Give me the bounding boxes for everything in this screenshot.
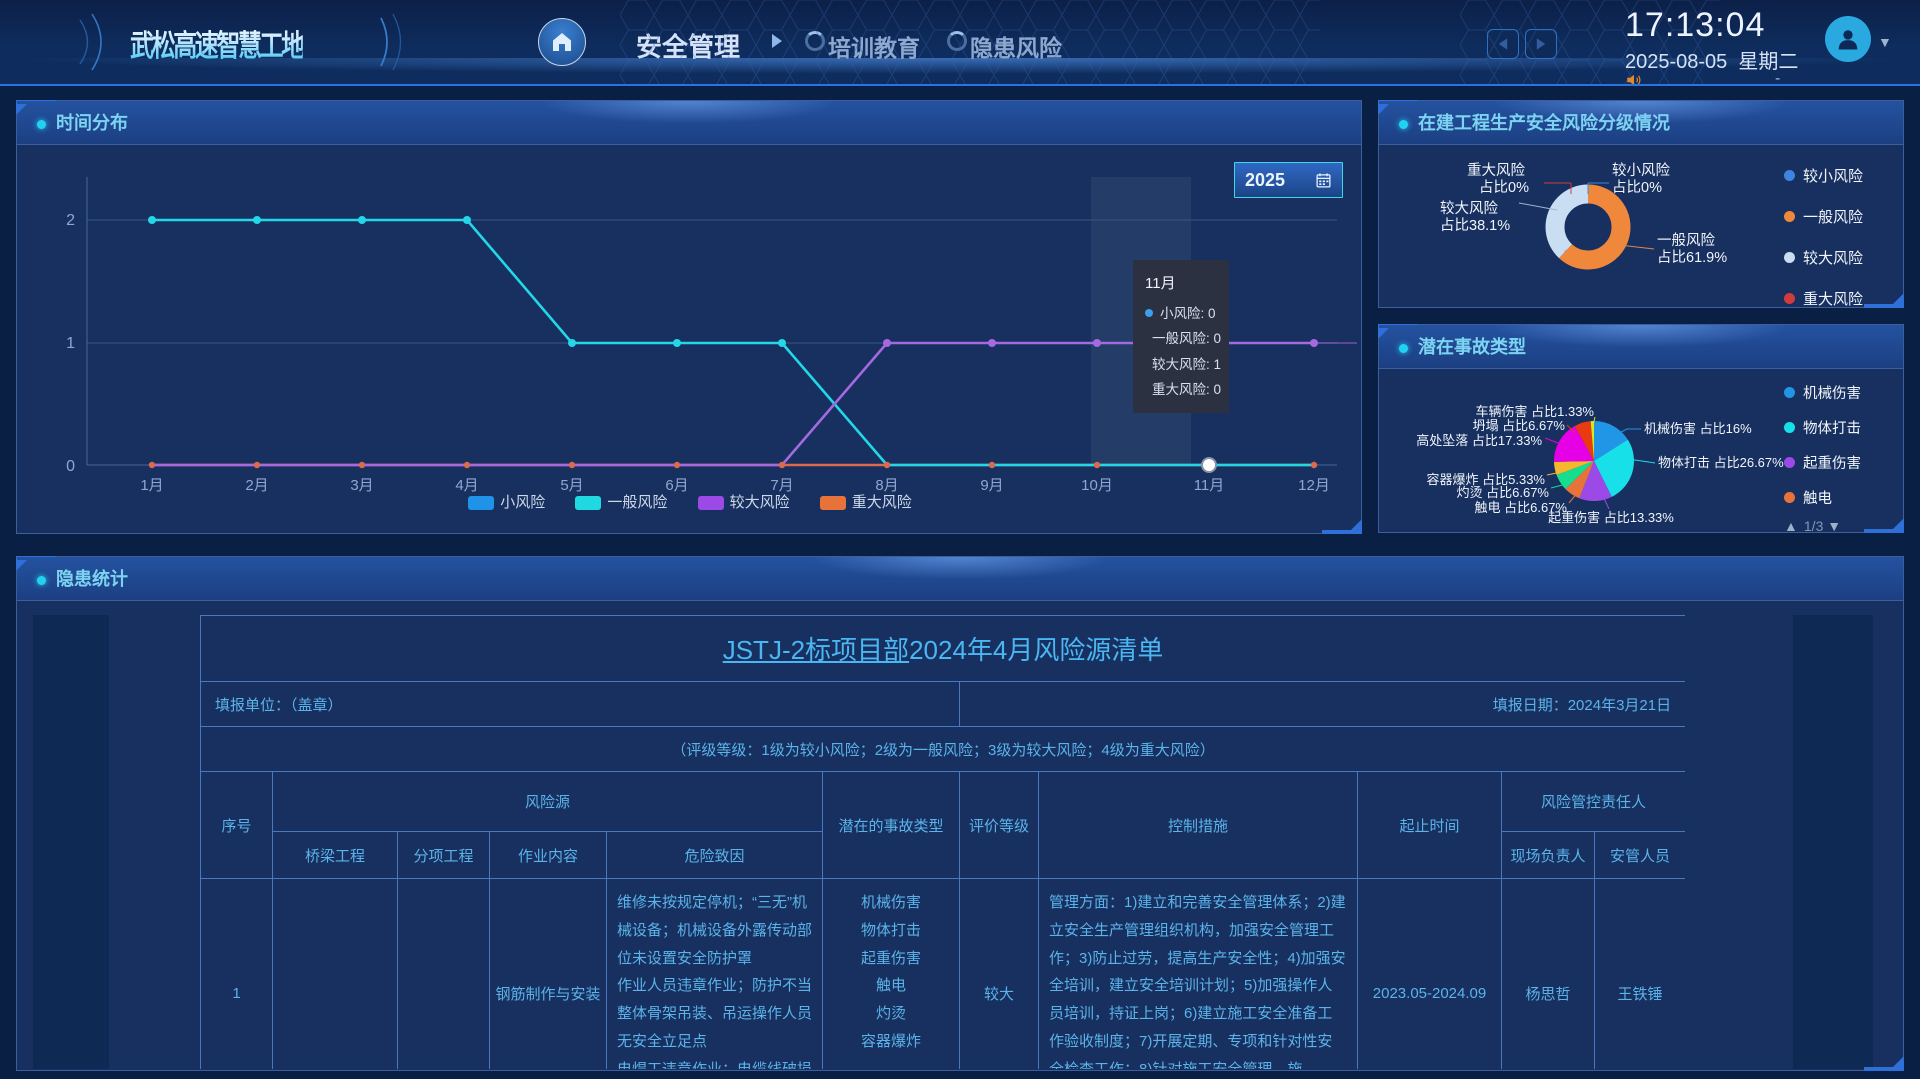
svg-text:占比0%: 占比0% [1612,179,1662,196]
svg-text:0: 0 [66,458,75,475]
svg-text:物体打击 占比26.67%: 物体打击 占比26.67% [1658,455,1784,470]
svg-text:一般风险: 一般风险 [1657,232,1715,249]
svg-text:占比61.9%: 占比61.9% [1657,249,1727,266]
svg-text:占比38.1%: 占比38.1% [1440,217,1510,234]
svg-text:2: 2 [66,212,75,229]
svg-text:起重伤害 占比13.33%: 起重伤害 占比13.33% [1548,510,1674,525]
svg-text:触电 占比6.67%: 触电 占比6.67% [1475,500,1568,515]
svg-text:较大风险: 较大风险 [1440,199,1498,217]
svg-text:占比0%: 占比0% [1479,179,1529,196]
svg-text:高处坠落 占比17.33%: 高处坠落 占比17.33% [1416,433,1542,448]
svg-text:灼烫 占比6.67%: 灼烫 占比6.67% [1457,485,1550,500]
svg-text:较小风险: 较小风险 [1612,161,1670,179]
svg-text:1: 1 [66,335,75,352]
svg-text:容器爆炸 占比5.33%: 容器爆炸 占比5.33% [1427,472,1546,487]
svg-text:机械伤害 占比16%: 机械伤害 占比16% [1644,421,1752,436]
svg-text:车辆伤害 占比1.33%: 车辆伤害 占比1.33% [1476,404,1595,419]
svg-text:坍塌 占比6.67%: 坍塌 占比6.67% [1473,418,1566,433]
svg-text:重大风险: 重大风险 [1467,162,1525,179]
